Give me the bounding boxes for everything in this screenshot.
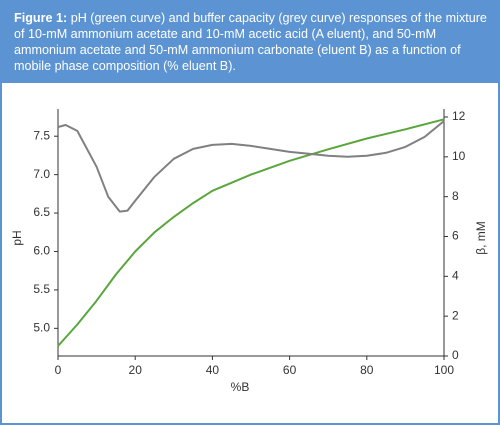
- y-tick-label: 5.5: [33, 282, 50, 296]
- x-tick-label: 20: [129, 363, 143, 377]
- y2-tick-label: 0: [452, 348, 459, 362]
- caption-label: Figure 1:: [14, 11, 68, 25]
- x-tick-label: 0: [55, 363, 62, 377]
- x-tick-label: 100: [434, 363, 454, 377]
- caption: Figure 1: pH (green curve) and buffer ca…: [2, 2, 498, 83]
- caption-text: pH (green curve) and buffer capacity (gr…: [14, 11, 487, 73]
- y2-tick-label: 12: [452, 109, 466, 123]
- y2-tick-label: 8: [452, 189, 459, 203]
- series-line: [57, 120, 445, 213]
- y-tick-label: 7.0: [33, 167, 50, 181]
- y-tick-label: 6.0: [33, 244, 50, 258]
- x-axis-label: %B: [231, 380, 250, 394]
- x-tick-label: 80: [360, 363, 374, 377]
- x-tick-label: 60: [283, 363, 297, 377]
- y-tick-label: 5.0: [33, 321, 50, 335]
- y-axis-label: pH: [10, 230, 24, 245]
- x-tick-label: 40: [206, 363, 220, 377]
- series-line: [57, 118, 445, 347]
- y2-tick-label: 6: [452, 229, 459, 243]
- y2-axis-label: β, mM: [474, 221, 488, 255]
- y-tick-label: 6.5: [33, 205, 50, 219]
- y2-tick-label: 2: [452, 308, 459, 322]
- y-tick-label: 7.5: [33, 128, 50, 142]
- y2-tick-label: 4: [452, 269, 459, 283]
- y2-tick-label: 10: [452, 149, 466, 163]
